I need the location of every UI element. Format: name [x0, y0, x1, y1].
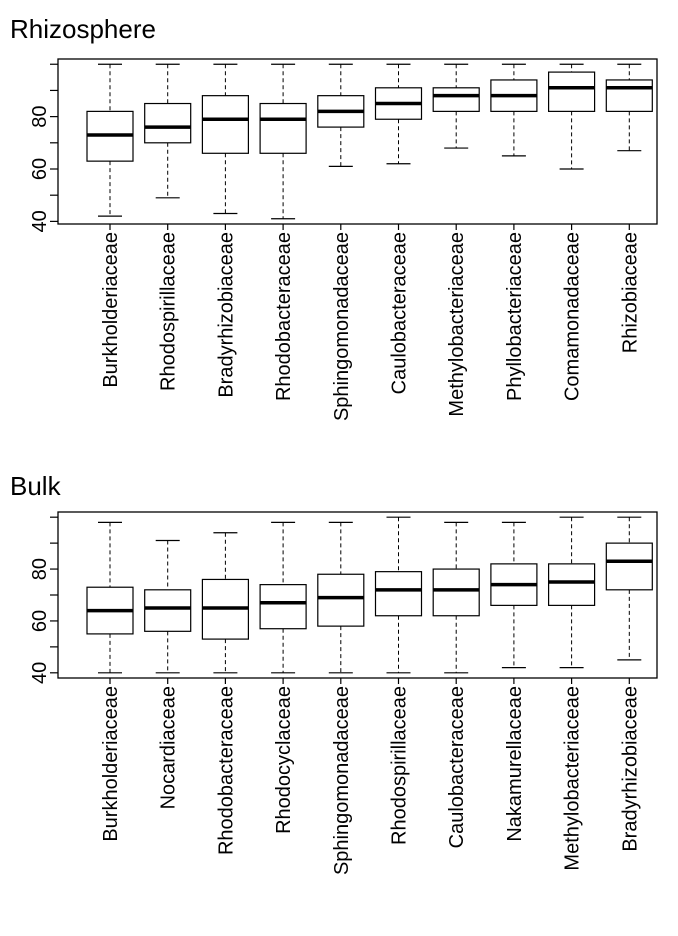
box-rhodobacteraceae	[259, 63, 307, 230]
category-label: Bradyrhizobiaceae	[619, 686, 641, 852]
bulk-boxes	[86, 516, 653, 684]
category-label: Caulobacteraceae	[389, 232, 411, 394]
iqr-box	[432, 568, 480, 617]
rhizosphere-category-labels: Burkholderiaceae Rhodospirillaceae Bradyrh…	[100, 232, 641, 421]
bulk-y-axis: 40 60 80	[29, 516, 58, 684]
bulk-category-labels: Burkholderiaceae Nocardiaceae Rhodobactera…	[100, 686, 641, 875]
box-rhodospirillaceae	[144, 63, 192, 230]
iqr-box	[547, 563, 596, 606]
category-label: Nocardiaceae	[158, 686, 180, 809]
iqr-box	[317, 573, 365, 627]
category-label: Rhodospirillaceae	[158, 232, 180, 391]
category-label: Rhizobiaceae	[619, 232, 641, 353]
box-rhizobiaceae	[605, 63, 653, 230]
category-label: Phyllobacteriaceae	[504, 232, 526, 401]
box-caulobacteraceae	[432, 521, 480, 684]
box-caulobacteraceae	[374, 63, 423, 230]
iqr-box	[605, 79, 653, 112]
box-bradyrhizobiaceae	[201, 63, 249, 230]
category-label: Rhodobacteraceae	[273, 232, 295, 401]
box-sphingomonadaceae	[317, 521, 365, 684]
iqr-box	[201, 95, 249, 154]
y-tick-label: 60	[29, 158, 51, 180]
rhizosphere-title: Rhizosphere	[10, 14, 156, 44]
category-label: Methylobacteriaceae	[446, 232, 468, 417]
iqr-box	[432, 87, 480, 112]
category-label: Comamonadaceae	[562, 232, 584, 401]
y-tick-label: 60	[29, 610, 51, 632]
box-methylobacteriaceae	[547, 516, 596, 684]
iqr-box	[374, 571, 423, 617]
box-rhodospirillaceae	[374, 516, 423, 684]
box-phyllobacteriaceae	[490, 63, 538, 230]
iqr-box	[547, 71, 596, 112]
box-bradyrhizobiaceae	[605, 516, 653, 684]
box-methylobacteriaceae	[432, 63, 480, 230]
category-label: Nakamurellaceae	[504, 686, 526, 842]
bulk-title: Bulk	[10, 471, 62, 501]
y-tick-label: 80	[29, 558, 51, 580]
y-tick-label: 80	[29, 105, 51, 127]
iqr-box	[144, 589, 192, 632]
iqr-box	[605, 542, 653, 591]
category-label: Bradyrhizobiaceae	[215, 232, 237, 398]
box-burkholderiaceae	[86, 521, 134, 684]
category-label: Sphingomonadaceae	[331, 686, 353, 875]
box-nocardiaceae	[144, 539, 192, 684]
category-label: Caulobacteraceae	[446, 686, 468, 848]
bulk-panel: Bulk 40 60 80 Burkholderiaceae Nocardiaceae…	[10, 471, 658, 875]
y-tick-label: 40	[29, 662, 51, 684]
box-rhodobacteraceae	[201, 532, 249, 684]
iqr-box	[259, 584, 307, 630]
category-label: Rhodobacteraceae	[215, 686, 237, 855]
category-label: Burkholderiaceae	[100, 686, 122, 842]
rhizosphere-boxes	[86, 63, 653, 230]
box-burkholderiaceae	[86, 63, 134, 230]
box-rhodocyclaceae	[259, 521, 307, 684]
category-label: Burkholderiaceae	[100, 232, 122, 388]
category-label: Rhodospirillaceae	[389, 686, 411, 845]
box-sphingomonadaceae	[317, 63, 365, 230]
rhizosphere-y-axis: 40 60 80	[29, 63, 58, 233]
iqr-box	[259, 102, 307, 154]
box-nakamurellaceae	[490, 521, 538, 684]
iqr-box	[144, 102, 192, 144]
category-label: Rhodocyclaceae	[273, 686, 295, 834]
rhizosphere-plot-frame	[57, 58, 658, 225]
box-comamonadaceae	[547, 63, 596, 230]
category-label: Sphingomonadaceae	[331, 232, 353, 421]
rhizosphere-panel: Rhizosphere 40 60 80 Burkholderiaceae Rhodo…	[10, 14, 658, 421]
category-label: Methylobacteriaceae	[562, 686, 584, 871]
y-tick-label: 40	[29, 210, 51, 232]
